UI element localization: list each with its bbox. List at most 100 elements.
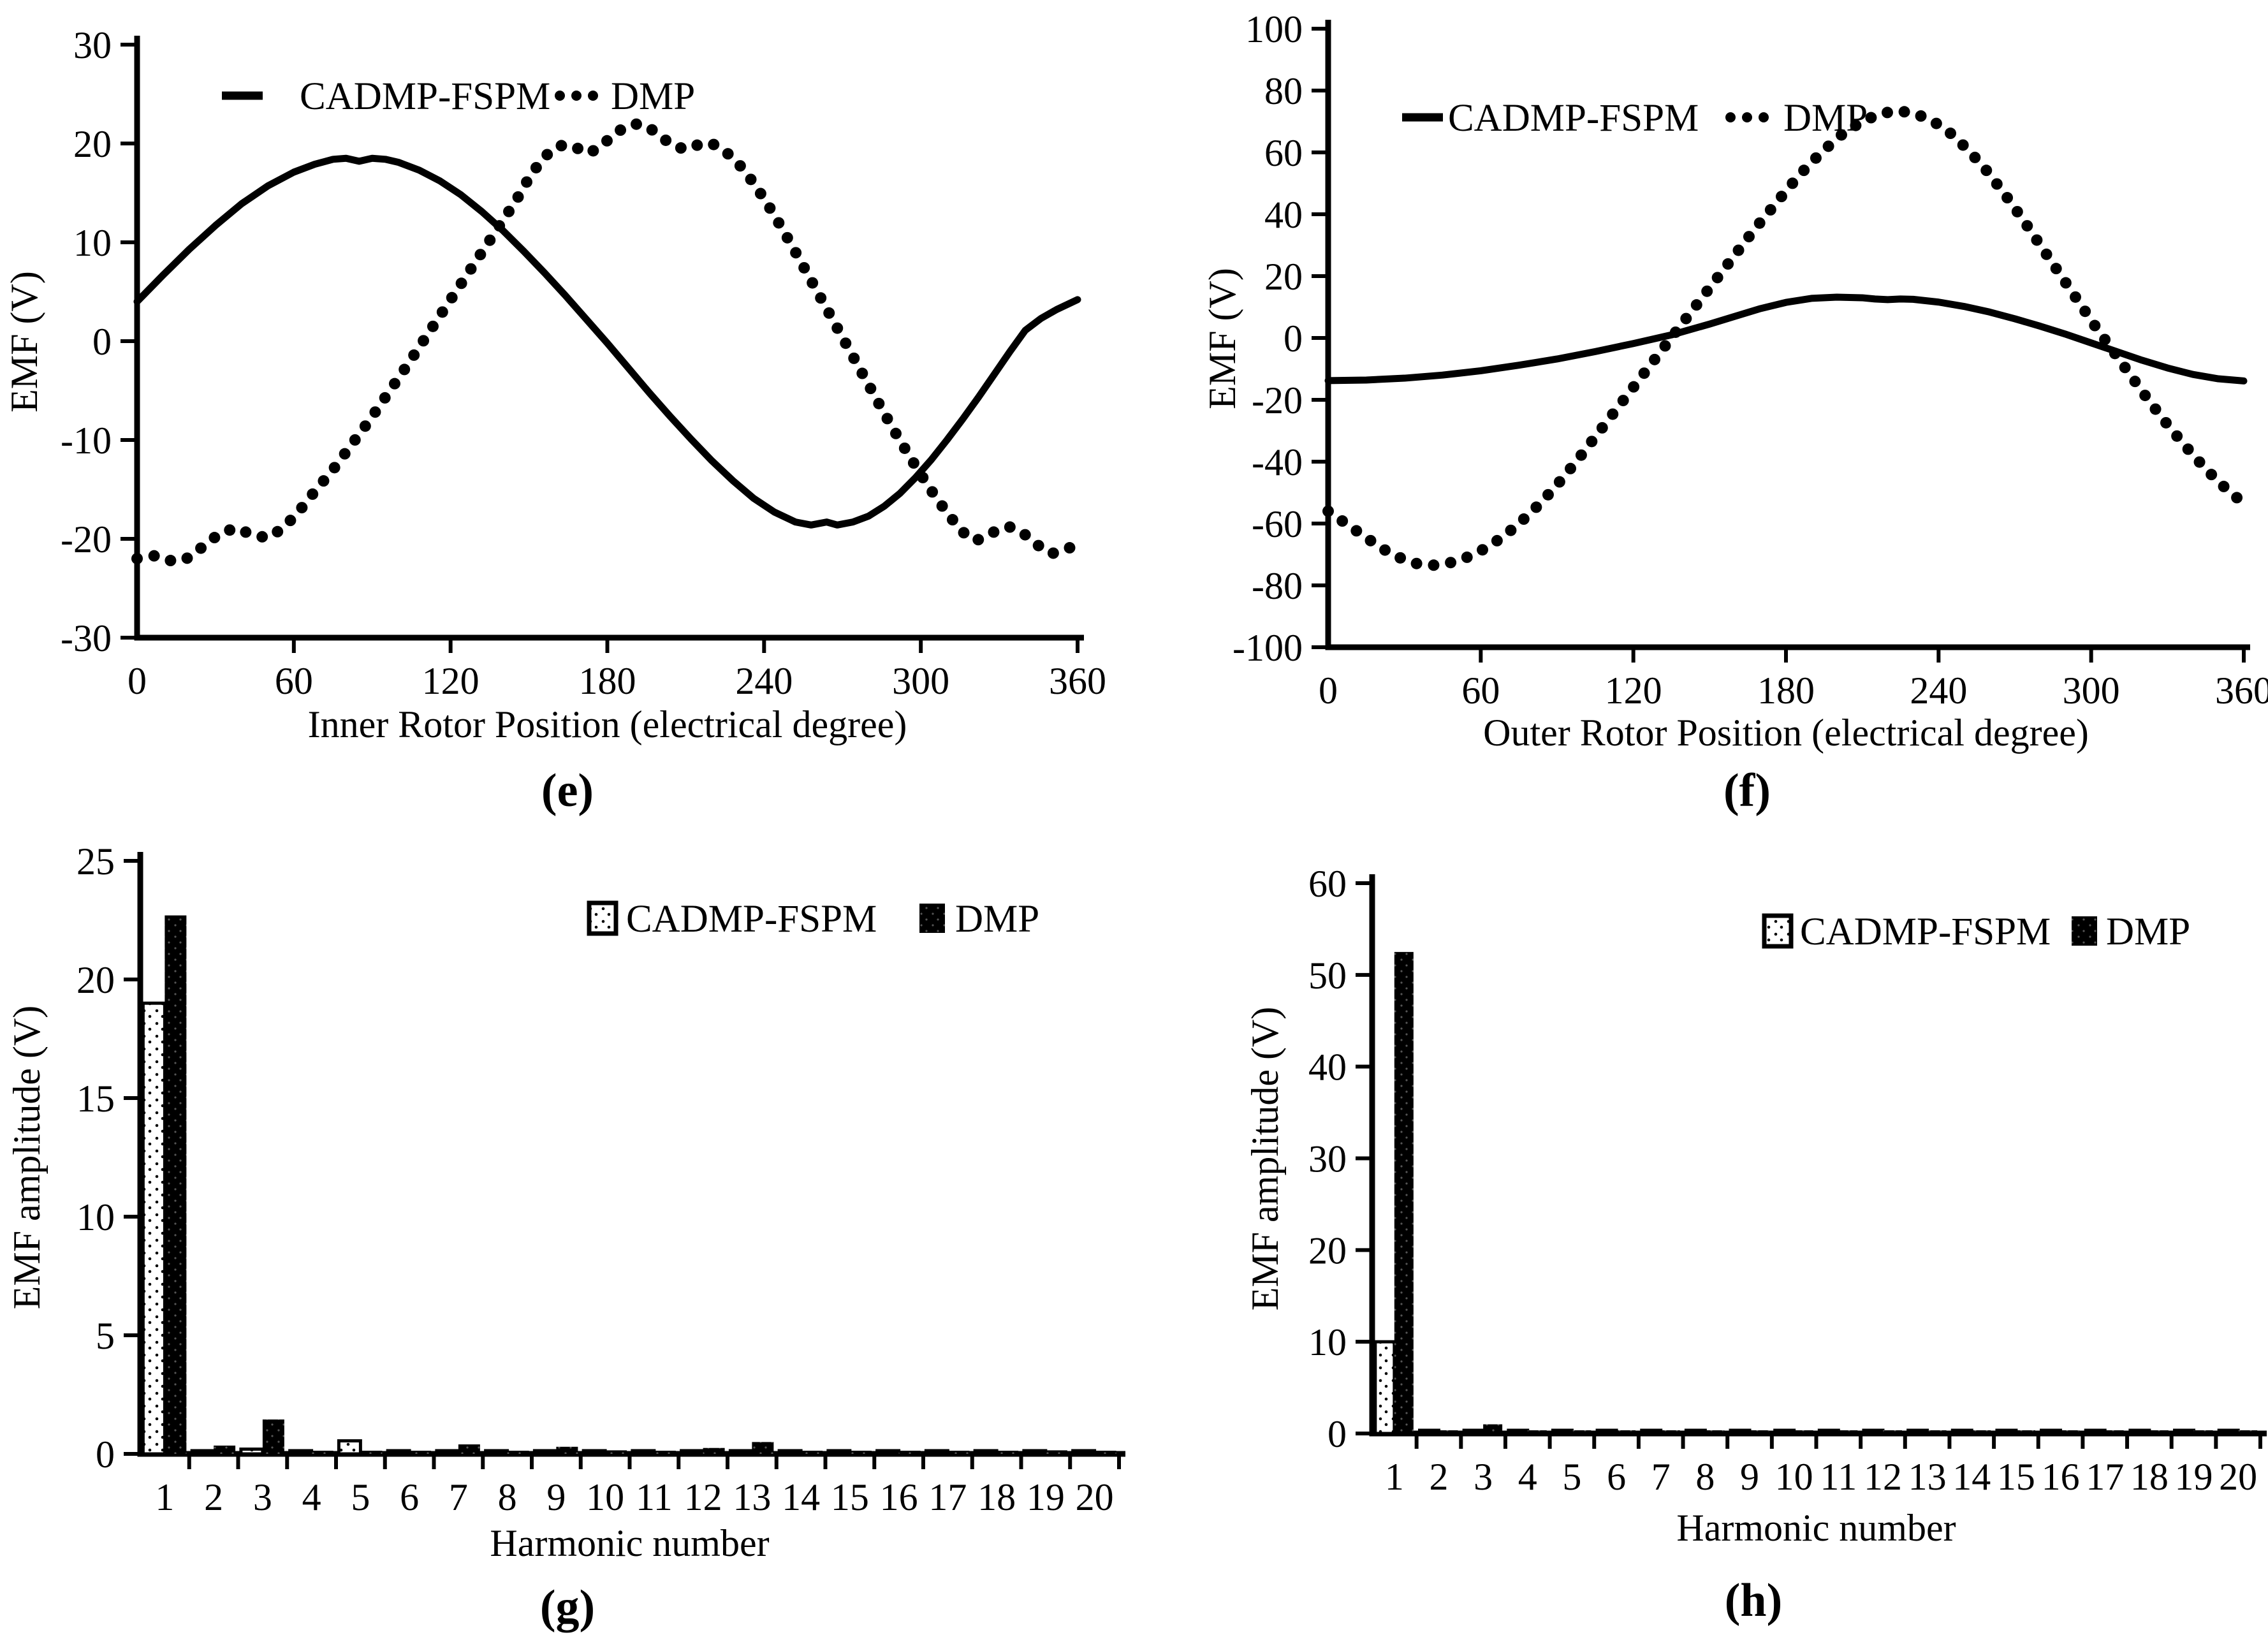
svg-text:40: 40 [1264, 194, 1303, 236]
x-axis-title: Harmonic number [490, 1522, 770, 1564]
svg-text:DMP: DMP [1783, 97, 1868, 140]
svg-text:25: 25 [77, 840, 115, 883]
svg-text:8: 8 [498, 1476, 517, 1518]
svg-text:CADMP-FSPM: CADMP-FSPM [1448, 97, 1699, 140]
svg-text:16: 16 [2042, 1456, 2080, 1498]
svg-text:12: 12 [1864, 1456, 1902, 1498]
svg-text:20: 20 [77, 959, 115, 1001]
svg-text:9: 9 [546, 1476, 566, 1518]
x-axis-title: Harmonic number [1676, 1507, 1956, 1549]
svg-text:11: 11 [1820, 1456, 1857, 1498]
svg-text:9: 9 [1740, 1456, 1759, 1498]
svg-text:180: 180 [579, 660, 636, 702]
svg-text:CADMP-FSPM: CADMP-FSPM [626, 898, 877, 941]
svg-text:80: 80 [1264, 70, 1303, 112]
panel-h-outer-emf-harmonic-bar-chart: 0 10 20 30 40 50 60 1 2 3 4 5 6 7 8 9 10 11 12 13 14 15 16 17 18… [1134, 829, 2268, 1642]
panel-caption: (g) [539, 1581, 596, 1633]
svg-text:CADMP-FSPM: CADMP-FSPM [1800, 911, 2051, 953]
svg-text:50: 50 [1308, 955, 1347, 997]
svg-text:120: 120 [422, 660, 479, 702]
svg-text:360: 360 [1049, 660, 1106, 702]
svg-text:240: 240 [735, 660, 793, 702]
svg-text:13: 13 [1908, 1456, 1947, 1498]
svg-text:-20: -20 [1252, 379, 1303, 421]
svg-text:10: 10 [586, 1476, 624, 1518]
svg-text:3: 3 [1474, 1456, 1493, 1498]
svg-text:16: 16 [880, 1476, 918, 1518]
svg-text:0: 0 [1328, 1413, 1347, 1455]
svg-text:14: 14 [1952, 1456, 1991, 1498]
svg-text:-30: -30 [61, 617, 112, 659]
svg-text:15: 15 [831, 1476, 869, 1518]
svg-text:15: 15 [77, 1078, 115, 1120]
svg-text:2: 2 [1429, 1456, 1448, 1498]
emf-vs-outer-rotor-position-chart: -100 -80 -60 -40 -20 0 20 40 60 80 100 0 60 120 180 240… [1233, 8, 2268, 712]
svg-text:12: 12 [684, 1476, 722, 1518]
svg-text:-80: -80 [1252, 565, 1303, 607]
svg-text:40: 40 [1308, 1046, 1347, 1089]
svg-text:19: 19 [1027, 1476, 1065, 1518]
panel-f-outer-rotor-emf-line-chart: -100 -80 -60 -40 -20 0 20 40 60 80 100 0 60 120 180 240… [1134, 0, 2268, 829]
svg-text:5: 5 [96, 1315, 115, 1357]
svg-text:20: 20 [2219, 1456, 2257, 1498]
y-axis-title: EMF amplitude (V) [1244, 1006, 1286, 1311]
y-axis-title: EMF (V) [1201, 268, 1243, 409]
svg-text:20: 20 [1264, 256, 1303, 298]
y-axis-title: EMF (V) [3, 271, 45, 413]
svg-text:240: 240 [1910, 670, 1967, 712]
y-axis-title: EMF amplitude (V) [6, 1005, 48, 1310]
svg-text:8: 8 [1695, 1456, 1715, 1498]
svg-text:18: 18 [2130, 1456, 2169, 1498]
svg-text:20: 20 [1076, 1476, 1114, 1518]
svg-text:6: 6 [1607, 1456, 1626, 1498]
svg-text:DMP: DMP [955, 898, 1039, 941]
svg-text:-10: -10 [61, 420, 112, 462]
svg-text:30: 30 [73, 24, 112, 66]
svg-text:CADMP-FSPM: CADMP-FSPM [300, 75, 550, 118]
panel-g-inner-emf-harmonic-bar-chart: 0 5 10 15 20 25 1 2 3 4 5 6 7 8 9 10 11 12 13 14 15 16 17 18 19 2… [0, 829, 1134, 1642]
svg-text:60: 60 [1461, 670, 1500, 712]
svg-text:13: 13 [733, 1476, 771, 1518]
svg-text:1: 1 [155, 1476, 174, 1518]
svg-text:1: 1 [1385, 1456, 1404, 1498]
svg-text:180: 180 [1757, 670, 1815, 712]
svg-text:5: 5 [1562, 1456, 1581, 1498]
panel-caption: (h) [1724, 1574, 1783, 1627]
svg-text:20: 20 [1308, 1229, 1347, 1272]
panel-e-inner-rotor-emf-line-chart: -30 -20 -10 0 10 20 30 0 60 120 180 240 300 360 CADMP-… [0, 0, 1134, 829]
svg-text:10: 10 [77, 1196, 115, 1238]
svg-text:120: 120 [1605, 670, 1662, 712]
svg-text:4: 4 [1518, 1456, 1537, 1498]
svg-text:0: 0 [128, 660, 147, 702]
x-axis-title: Outer Rotor Position (electrical degree) [1483, 712, 2089, 754]
svg-text:30: 30 [1308, 1138, 1347, 1180]
svg-text:10: 10 [1775, 1456, 1813, 1498]
svg-text:360: 360 [2215, 670, 2268, 712]
x-axis-title: Inner Rotor Position (electrical degree) [307, 703, 907, 745]
svg-text:18: 18 [977, 1476, 1016, 1518]
svg-text:17: 17 [928, 1476, 967, 1518]
svg-text:-40: -40 [1252, 441, 1303, 483]
svg-text:3: 3 [253, 1476, 272, 1518]
svg-text:DMP: DMP [611, 75, 695, 118]
svg-text:DMP: DMP [2106, 911, 2190, 953]
svg-text:60: 60 [1308, 863, 1347, 905]
svg-text:0: 0 [1284, 318, 1303, 360]
svg-text:0: 0 [96, 1433, 115, 1476]
svg-text:0: 0 [1319, 670, 1338, 712]
svg-text:6: 6 [400, 1476, 419, 1518]
svg-text:11: 11 [636, 1476, 673, 1518]
svg-text:10: 10 [73, 222, 112, 264]
svg-text:19: 19 [2175, 1456, 2213, 1498]
svg-text:15: 15 [1997, 1456, 2035, 1498]
svg-text:7: 7 [449, 1476, 468, 1518]
svg-text:2: 2 [204, 1476, 223, 1518]
svg-text:5: 5 [351, 1476, 370, 1518]
svg-text:60: 60 [275, 660, 313, 702]
svg-text:0: 0 [92, 321, 112, 363]
svg-text:100: 100 [1245, 8, 1303, 50]
